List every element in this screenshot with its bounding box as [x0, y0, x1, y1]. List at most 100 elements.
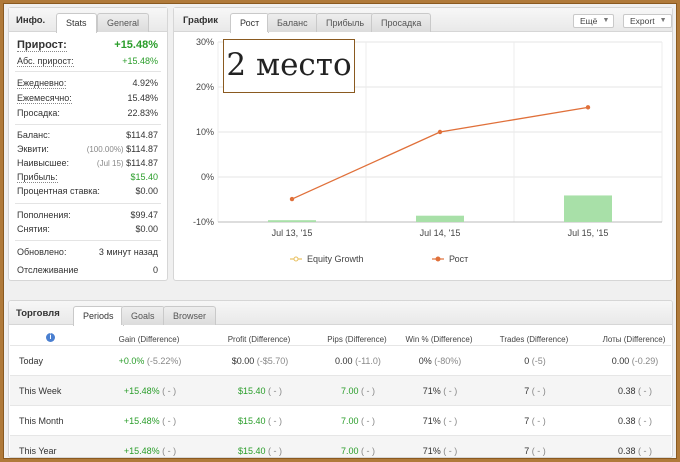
legend-marker: [293, 256, 299, 262]
y-tick-label: 0%: [201, 172, 214, 182]
chart-panel: График Рост Баланс Прибыль Просадка Ещё ▼…: [173, 7, 673, 281]
point-growth: [289, 196, 295, 202]
info-title: Инфо.: [16, 15, 46, 26]
export-label: Export: [630, 16, 655, 26]
tab-general[interactable]: General: [97, 13, 150, 32]
info-icon[interactable]: i: [46, 333, 55, 342]
bar-equity-growth: [268, 220, 316, 222]
pips-difference: (-11.0): [355, 356, 381, 366]
cell-profit: $15.40 ( - ): [200, 416, 320, 426]
lots-value: 0.00: [611, 356, 630, 366]
win-value: 71%: [422, 416, 441, 426]
balance-row: Баланс: $114.87: [17, 130, 158, 143]
deposits-row: Пополнения: $99.47: [17, 210, 158, 223]
win-value: 71%: [422, 446, 441, 456]
gain-difference: ( - ): [162, 386, 177, 396]
trades-value: 7: [524, 446, 530, 456]
lots-difference: ( - ): [638, 416, 653, 426]
growth-row: Прирост: +15.48%: [17, 39, 158, 54]
profit-difference: ( - ): [268, 386, 283, 396]
abs-growth-label: Абс. прирост:: [17, 56, 74, 67]
win-value: 0%: [418, 356, 432, 366]
cell-win: 71% ( - ): [380, 446, 500, 456]
tab-drawdown[interactable]: Просадка: [371, 13, 432, 32]
tracking-value: 0: [152, 265, 158, 275]
highest-amount: $114.87: [126, 158, 158, 168]
pips-value: 0.00: [335, 356, 353, 366]
cell-win: 71% ( - ): [380, 416, 500, 426]
daily-value: 4.92%: [132, 78, 158, 88]
highest-row: Наивысшее: (Jul 15) $114.87: [17, 158, 158, 171]
profit-difference: ( - ): [268, 446, 283, 456]
table-row: This Year +15.48% ( - ) $15.40 ( - ) 7.00 (…: [10, 435, 671, 457]
legend-label: Equity Growth: [307, 254, 364, 264]
place-badge: 2 место: [223, 39, 355, 93]
cell-profit: $15.40 ( - ): [200, 446, 320, 456]
profit-value: $15.40: [130, 172, 158, 182]
interest-row: Процентная ставка: $0.00: [17, 186, 158, 199]
pips-difference: ( - ): [361, 446, 376, 456]
profit-value: $15.40: [237, 416, 266, 426]
tab-periods[interactable]: Periods: [73, 306, 124, 326]
trades-value: 7: [524, 386, 530, 396]
period-label: This Year: [19, 446, 57, 456]
deposits-value: $99.47: [130, 210, 158, 220]
abs-growth-row: Абс. прирост: +15.48%: [17, 56, 158, 69]
daily-row: Ежедневно: 4.92%: [17, 78, 158, 91]
equity-row: Эквити: (100.00%) $114.87: [17, 144, 158, 157]
lots-difference: (-0.29): [631, 356, 659, 366]
cell-trades: 7 ( - ): [475, 416, 595, 426]
profit-value: $0.00: [231, 356, 255, 366]
lots-value: 0.38: [617, 416, 636, 426]
trades-difference: ( - ): [531, 446, 546, 456]
line-growth: [291, 106, 589, 200]
lots-difference: ( - ): [638, 386, 653, 396]
pips-difference: ( - ): [361, 386, 376, 396]
gain-value: +15.48%: [123, 446, 160, 456]
info-panel: Инфо. Stats General Прирост: +15.48% Абс…: [8, 7, 168, 281]
tab-balance[interactable]: Баланс: [267, 13, 318, 32]
tab-stats[interactable]: Stats: [56, 13, 97, 33]
monthly-label: Ежемесячно:: [17, 93, 72, 104]
win-difference: (-80%): [434, 356, 462, 366]
cell-lots: 0.00 (-0.29): [575, 356, 672, 366]
profit-difference: (-$5.70): [256, 356, 289, 366]
cell-pips: 7.00 ( - ): [298, 416, 418, 426]
monthly-value: 15.48%: [127, 93, 158, 103]
x-tick-label: Jul 13, '15: [272, 228, 313, 238]
x-tick-label: Jul 14, '15: [420, 228, 461, 238]
profit-value: $15.40: [237, 386, 266, 396]
more-dropdown[interactable]: Ещё ▼: [573, 14, 615, 28]
point-growth: [437, 129, 443, 135]
cell-trades: 7 ( - ): [475, 446, 595, 456]
y-tick-label: 20%: [196, 82, 214, 92]
chevron-down-icon: ▼: [659, 17, 667, 24]
tab-browser[interactable]: Browser: [163, 306, 217, 325]
gain-difference: (-5.22%): [146, 356, 182, 366]
cell-profit: $0.00 (-$5.70): [200, 356, 320, 366]
gain-difference: ( - ): [162, 446, 177, 456]
chart-title: График: [183, 15, 219, 26]
profit-row: Прибыль: $15.40: [17, 172, 158, 185]
divider: [15, 71, 161, 72]
cell-lots: 0.38 ( - ): [575, 416, 672, 426]
equity-amount: $114.87: [126, 144, 158, 154]
period-label: This Week: [19, 386, 62, 396]
screenshot-frame: Инфо. Stats General Прирост: +15.48% Абс…: [3, 3, 677, 459]
tab-profit[interactable]: Прибыль: [316, 13, 375, 32]
x-tick-label: Jul 15, '15: [568, 228, 609, 238]
pips-value: 7.00: [340, 416, 359, 426]
export-dropdown[interactable]: Export ▼: [623, 14, 672, 28]
pips-value: 7.00: [340, 386, 359, 396]
profit-label: Прибыль:: [17, 172, 58, 183]
withdrawals-value: $0.00: [135, 224, 158, 234]
point-growth: [585, 105, 591, 110]
trades-difference: ( - ): [531, 416, 546, 426]
tab-goals[interactable]: Goals: [121, 306, 165, 325]
table-row: Today +0.0% (-5.22%) $0.00 (-$5.70) 0.00 (-…: [10, 345, 671, 375]
tab-growth[interactable]: Рост: [230, 13, 270, 33]
balance-value: $114.87: [126, 130, 158, 140]
updated-value: 3 минут назад: [98, 247, 158, 257]
profit-difference: ( - ): [268, 416, 283, 426]
growth-label: Прирост:: [17, 39, 67, 52]
